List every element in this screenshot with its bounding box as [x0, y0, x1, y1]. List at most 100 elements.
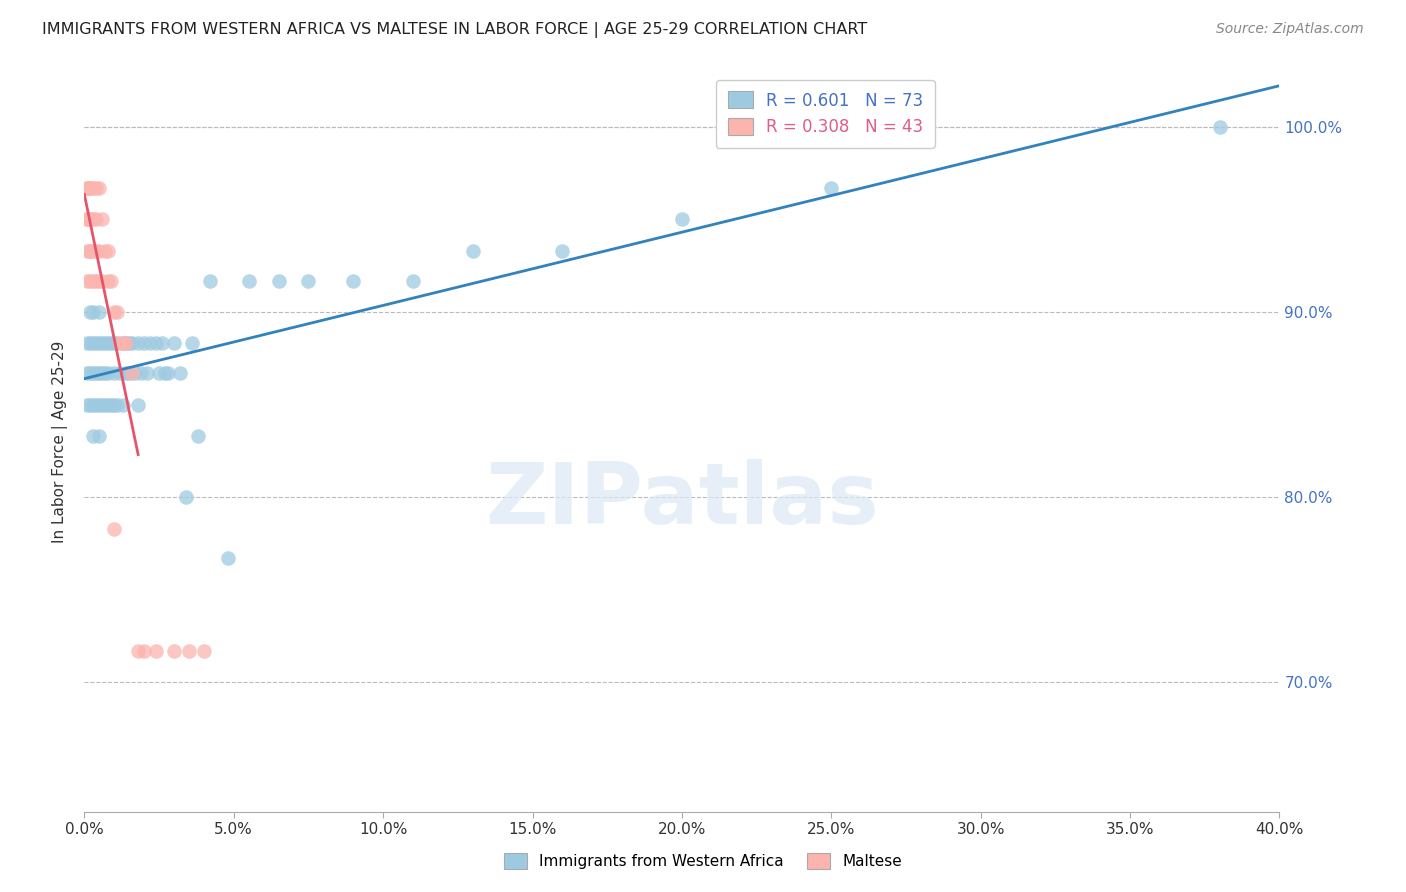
Point — [76, 212, 98, 227]
Point — [79, 397, 101, 411]
Point — [94, 397, 117, 411]
Point — [79, 181, 101, 195]
Point — [115, 366, 138, 380]
Point — [110, 336, 132, 351]
Point — [402, 273, 425, 287]
Point — [91, 397, 114, 411]
Point — [297, 273, 319, 287]
Text: ZIPatlas: ZIPatlas — [485, 459, 879, 542]
Point — [79, 366, 101, 380]
Point — [100, 397, 122, 411]
Point — [127, 397, 149, 411]
Point — [124, 366, 146, 380]
Point — [132, 643, 156, 657]
Point — [82, 305, 104, 319]
Point — [139, 336, 162, 351]
Point — [150, 336, 173, 351]
Point — [238, 273, 260, 287]
Point — [112, 336, 135, 351]
Legend: R = 0.601   N = 73, R = 0.308   N = 43: R = 0.601 N = 73, R = 0.308 N = 43 — [716, 79, 935, 148]
Point — [86, 212, 108, 227]
Point — [105, 336, 128, 351]
Point — [136, 366, 159, 380]
Point — [148, 366, 170, 380]
Text: IMMIGRANTS FROM WESTERN AFRICA VS MALTESE IN LABOR FORCE | AGE 25-29 CORRELATION: IMMIGRANTS FROM WESTERN AFRICA VS MALTES… — [42, 22, 868, 38]
Point — [79, 336, 101, 351]
Point — [97, 397, 120, 411]
Point — [100, 336, 122, 351]
Point — [76, 366, 98, 380]
Point — [103, 522, 125, 536]
Point — [103, 336, 125, 351]
Point — [76, 181, 98, 195]
Point — [79, 244, 101, 258]
Point — [461, 244, 484, 258]
Point — [79, 273, 101, 287]
Point — [551, 244, 574, 258]
Point — [89, 429, 111, 443]
Point — [82, 212, 104, 227]
Point — [79, 181, 101, 195]
Point — [115, 336, 138, 351]
Point — [820, 181, 842, 195]
Point — [217, 551, 239, 566]
Point — [76, 397, 98, 411]
Point — [76, 336, 98, 351]
Point — [82, 244, 104, 258]
Point — [157, 366, 180, 380]
Point — [163, 643, 186, 657]
Point — [86, 336, 108, 351]
Point — [163, 336, 186, 351]
Point — [76, 212, 98, 227]
Point — [127, 643, 149, 657]
Point — [76, 273, 98, 287]
Point — [1209, 120, 1232, 134]
Point — [91, 212, 114, 227]
Point — [129, 366, 152, 380]
Point — [112, 397, 135, 411]
Point — [174, 490, 197, 504]
Point — [132, 336, 156, 351]
Point — [112, 336, 135, 351]
Point — [82, 273, 104, 287]
Point — [82, 397, 104, 411]
Point — [198, 273, 221, 287]
Point — [91, 336, 114, 351]
Point — [103, 397, 125, 411]
Point — [145, 336, 167, 351]
Point — [118, 336, 141, 351]
Point — [86, 273, 108, 287]
Point — [89, 305, 111, 319]
Point — [82, 429, 104, 443]
Point — [82, 366, 104, 380]
Y-axis label: In Labor Force | Age 25-29: In Labor Force | Age 25-29 — [52, 341, 69, 542]
Point — [267, 273, 290, 287]
Point — [105, 305, 128, 319]
Point — [89, 181, 111, 195]
Point — [187, 429, 209, 443]
Legend: Immigrants from Western Africa, Maltese: Immigrants from Western Africa, Maltese — [498, 847, 908, 875]
Point — [79, 212, 101, 227]
Point — [82, 181, 104, 195]
Point — [153, 366, 176, 380]
Point — [76, 244, 98, 258]
Point — [94, 244, 117, 258]
Point — [97, 244, 120, 258]
Point — [89, 273, 111, 287]
Point — [103, 366, 125, 380]
Point — [177, 643, 200, 657]
Point — [121, 336, 143, 351]
Point — [169, 366, 191, 380]
Point — [97, 366, 120, 380]
Point — [94, 336, 117, 351]
Point — [97, 336, 120, 351]
Point — [181, 336, 204, 351]
Point — [94, 366, 117, 380]
Point — [79, 244, 101, 258]
Point — [86, 181, 108, 195]
Point — [115, 336, 138, 351]
Point — [671, 212, 693, 227]
Point — [103, 305, 125, 319]
Point — [100, 273, 122, 287]
Point — [86, 366, 108, 380]
